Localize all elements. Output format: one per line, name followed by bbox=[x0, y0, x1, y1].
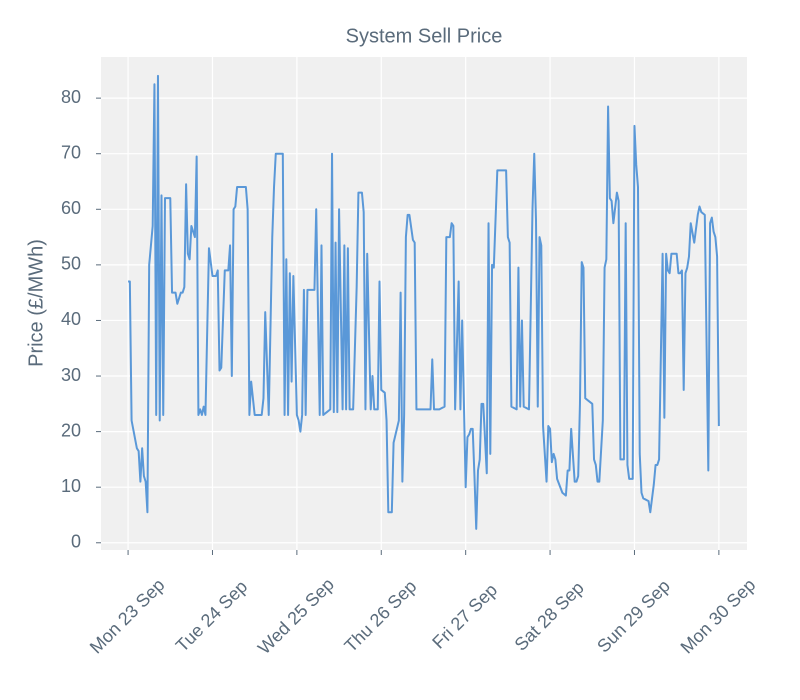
x-tick-label: Wed 25 Sep bbox=[254, 574, 338, 658]
y-tick-label: 40 bbox=[61, 309, 81, 329]
x-tick-label: Sat 28 Sep bbox=[511, 578, 588, 655]
y-tick-label: 0 bbox=[71, 532, 81, 552]
y-tick-label: 70 bbox=[61, 142, 81, 162]
x-tick-label: Mon 30 Sep bbox=[677, 575, 760, 658]
y-tick-label: 10 bbox=[61, 476, 81, 496]
y-tick-label: 30 bbox=[61, 365, 81, 385]
chart-title: System Sell Price bbox=[346, 25, 503, 47]
x-tick-label: Fri 27 Sep bbox=[428, 580, 501, 653]
y-tick-label: 50 bbox=[61, 254, 81, 274]
marks bbox=[128, 74, 720, 530]
y-tick-label: 80 bbox=[61, 87, 81, 107]
price-line bbox=[128, 74, 720, 530]
x-tick-label: Mon 23 Sep bbox=[86, 575, 169, 658]
y-tick-label: 60 bbox=[61, 198, 81, 218]
y-axis-label: Price (£/MWh) bbox=[25, 239, 47, 367]
x-tick-label: Tue 24 Sep bbox=[172, 576, 251, 655]
x-tick-label: Sun 29 Sep bbox=[593, 576, 674, 657]
y-tick-label: 20 bbox=[61, 420, 81, 440]
x-tick-label: Thu 26 Sep bbox=[340, 576, 420, 656]
